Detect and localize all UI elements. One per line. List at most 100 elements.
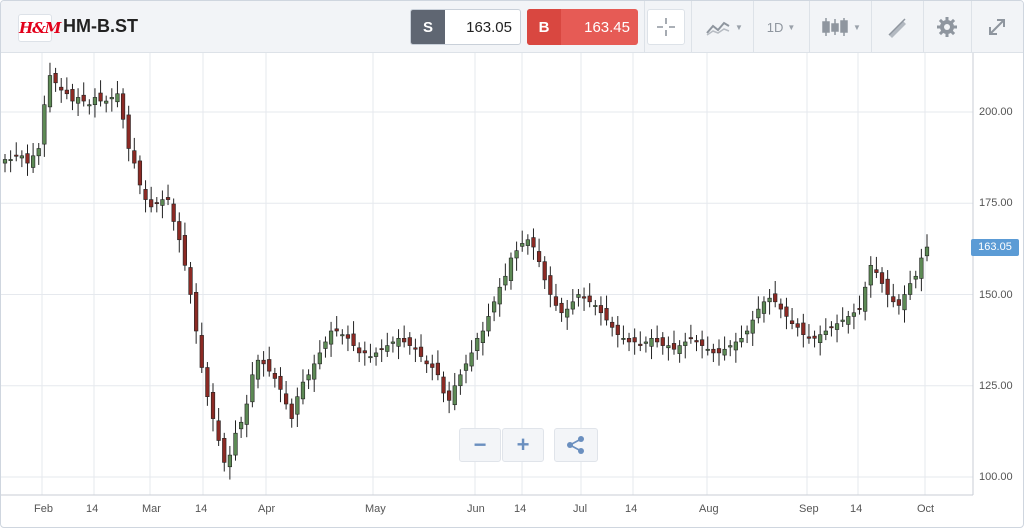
candle [851,303,857,330]
candle [177,212,182,253]
candle [53,67,58,92]
candle [536,238,542,268]
candle [615,316,620,348]
x-tick-label: Jun [467,503,485,515]
candle [351,321,356,352]
candle [902,285,907,323]
x-tick-label: 14 [195,503,208,515]
candle [711,343,716,363]
settings-button[interactable] [927,9,967,45]
x-tick-label: 14 [86,503,99,515]
compare-button[interactable]: ▼ [698,9,750,45]
candle [891,283,896,308]
candle [345,325,351,352]
candle [750,310,755,346]
candle [250,362,255,408]
expand-icon [989,19,1005,35]
chart-type-button[interactable]: ▼ [815,9,867,45]
candle [328,321,334,357]
chevron-down-icon: ▼ [735,22,743,32]
candle [531,228,536,260]
candle [396,329,401,360]
candle [565,299,570,330]
candle [879,267,885,293]
candle [789,308,795,330]
x-tick-label: Feb [34,503,53,515]
candle [424,355,429,373]
candle [671,330,677,355]
candle [98,80,103,107]
candle [773,280,778,308]
candle [660,332,665,355]
candle [255,354,261,389]
chart-toolbar: H&M HM-B.ST S 163.05 B 163.45 ▼ 1D ▼ ▼ [1,1,1023,53]
candle [59,78,64,103]
sell-button[interactable]: S 163.05 [410,9,521,45]
candle [115,80,120,108]
candle [8,150,13,173]
x-tick-label: 14 [850,503,863,515]
candle [924,234,930,262]
instrument-symbol: HM-B.ST [63,16,138,36]
candle [385,332,390,357]
candle [171,198,176,231]
x-tick-label: Apr [258,503,276,515]
candle [761,296,767,323]
candle [728,340,733,357]
candle [137,155,143,195]
x-tick-label: 14 [625,503,638,515]
candle [334,316,339,337]
candle [64,77,69,100]
draw-tools-button[interactable] [877,9,917,45]
candle [801,313,806,348]
candle [317,340,322,370]
share-button[interactable] [554,428,598,462]
candlestick-icon [822,18,848,36]
x-tick-label: May [365,503,386,515]
brand-logo: H&M [18,14,61,42]
candle [357,342,362,363]
candle [194,283,199,344]
price-chart[interactable] [1,53,1024,528]
crosshair-icon [657,18,675,36]
candle [149,186,154,213]
candle [239,416,244,438]
candle [503,263,508,291]
share-icon [567,436,584,454]
fullscreen-button[interactable] [977,9,1017,45]
crosshair-button[interactable] [647,9,685,45]
candle [413,338,418,363]
zoom-out-button[interactable]: − [459,428,501,462]
candle [104,95,109,113]
candle [92,88,98,118]
chevron-down-icon: ▼ [853,22,861,32]
candle [840,307,845,327]
y-tick-label: 125.00 [979,379,1013,392]
zoom-in-button[interactable]: + [502,428,544,462]
candle [70,83,75,111]
candle [806,324,812,344]
minus-icon: − [473,432,487,457]
candle [430,354,435,381]
candle [733,332,738,363]
interval-select[interactable]: 1D ▼ [757,9,805,45]
candle [31,143,36,173]
candle [716,339,722,366]
candle [36,143,41,165]
candle [868,256,873,298]
candle [649,329,654,360]
candle [368,343,373,363]
toolbar-divider [644,1,645,53]
candle [441,371,446,403]
candle [896,294,901,315]
candle [643,336,649,353]
candle [402,325,407,348]
candle [767,289,772,315]
buy-button[interactable]: B 163.45 [527,9,638,45]
candle [222,432,227,472]
plus-icon: + [516,432,530,457]
y-tick-label: 200.00 [979,106,1013,118]
candle [469,340,474,372]
x-tick-label: Mar [142,503,161,515]
candle [25,144,30,176]
